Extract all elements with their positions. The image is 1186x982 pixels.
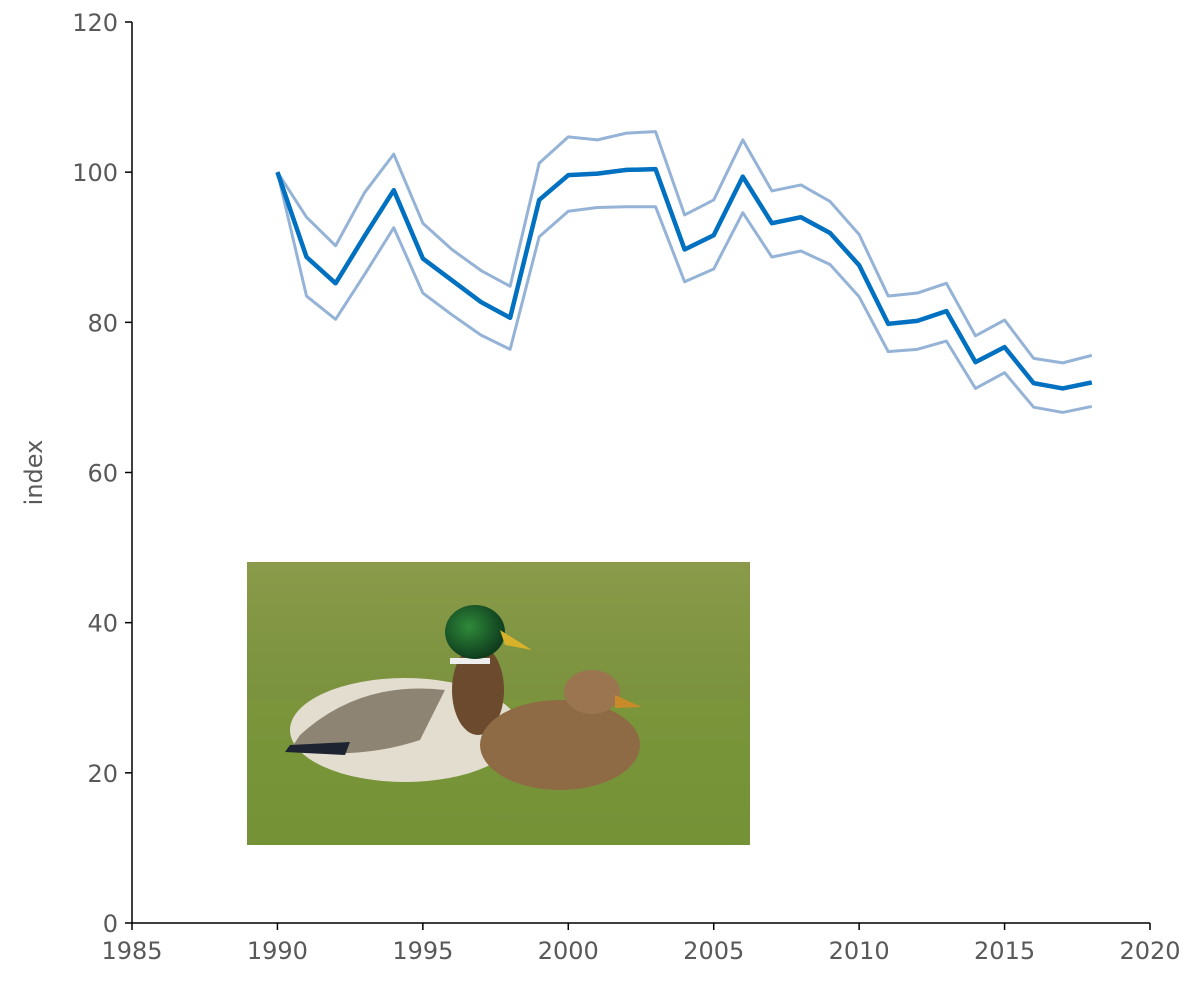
x-tick-label: 2015 bbox=[974, 937, 1035, 965]
y-tick-label: 20 bbox=[87, 760, 118, 788]
x-tick-label: 1995 bbox=[392, 937, 453, 965]
y-tick-label: 120 bbox=[72, 9, 118, 37]
y-tick-label: 40 bbox=[87, 610, 118, 638]
y-tick-label: 60 bbox=[87, 460, 118, 488]
y-axis-label: index bbox=[20, 440, 48, 506]
data-line bbox=[276, 130, 1093, 365]
x-tick-label: 2010 bbox=[829, 937, 890, 965]
y-tick-label: 0 bbox=[103, 910, 118, 938]
duck-photo bbox=[247, 562, 750, 845]
data-line bbox=[275, 166, 1093, 391]
x-tick-label: 2000 bbox=[538, 937, 599, 965]
x-tick-label: 1985 bbox=[101, 937, 162, 965]
x-tick-label: 2005 bbox=[683, 937, 744, 965]
data-line bbox=[275, 171, 1093, 414]
x-tick-label: 2020 bbox=[1119, 937, 1180, 965]
y-tick-label: 80 bbox=[87, 309, 118, 337]
x-tick-label: 1990 bbox=[247, 937, 308, 965]
y-tick-label: 100 bbox=[72, 159, 118, 187]
